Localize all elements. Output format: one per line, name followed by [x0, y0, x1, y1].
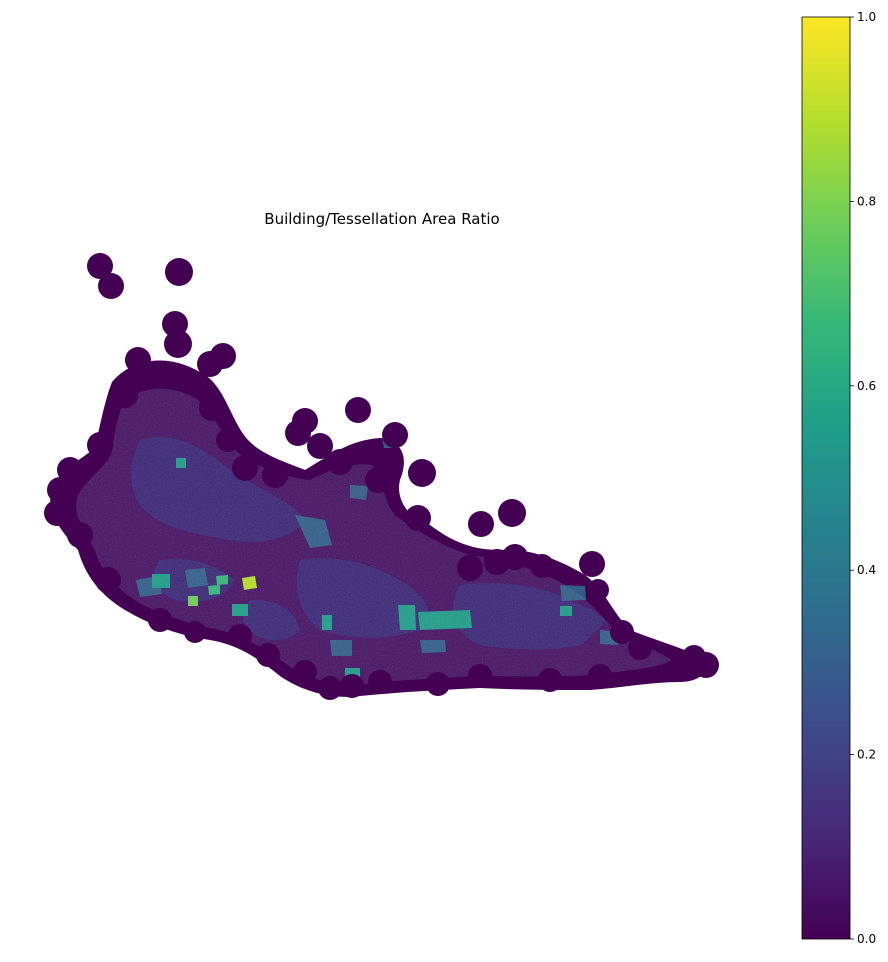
colorbar-gradient — [801, 16, 851, 940]
colorbar: 0.0 0.2 0.4 0.6 0.8 1.0 — [801, 10, 876, 946]
colorbar-tick-label: 0.2 — [857, 748, 876, 762]
map-title: Building/Tessellation Area Ratio — [264, 210, 499, 228]
tessellation-map — [44, 253, 719, 700]
colorbar-tick-label: 0.0 — [857, 932, 876, 946]
tessellation-texture — [76, 388, 672, 685]
colorbar-tick-label: 1.0 — [857, 10, 876, 24]
colorbar-tick-label: 0.4 — [857, 563, 876, 577]
colorbar-tick-label: 0.6 — [857, 379, 876, 393]
edge-buffer-cells — [44, 382, 652, 700]
colorbar-tick-label: 0.8 — [857, 194, 876, 208]
colorbar-ticks: 0.0 0.2 0.4 0.6 0.8 1.0 — [850, 10, 876, 946]
